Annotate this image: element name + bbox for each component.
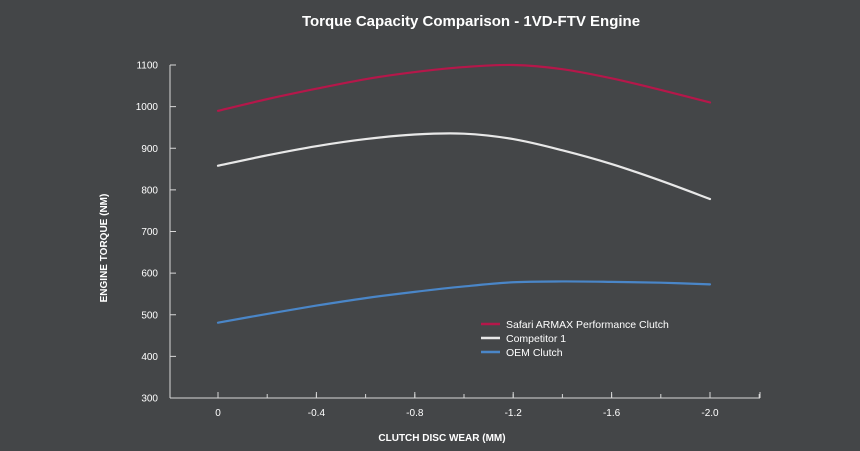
series-line-3 [216,280,712,324]
x-tick-label: -0.4 [308,408,326,419]
y-tick-label: 900 [141,144,158,155]
legend-label-2: Competitor 1 [506,333,566,345]
axes [169,65,760,399]
x-tick-label: -1.2 [505,408,523,419]
y-tick-label: 600 [141,269,158,280]
x-tick-label: 0 [215,408,221,419]
x-tick-label: -2.0 [701,408,719,419]
y-tick-label: 700 [141,227,158,238]
y-tick-label: 500 [141,310,158,321]
y-tick-label: 300 [141,394,158,405]
y-tick-label: 800 [141,185,158,196]
x-tick-label: -0.8 [406,408,424,419]
legend: Safari ARMAX Performance Clutch Competito… [481,319,669,359]
y-tick-label: 400 [141,352,158,363]
y-tick-label: 1000 [136,102,159,113]
series-line-2 [216,132,712,201]
legend-label-3: OEM Clutch [506,347,563,359]
x-axis-title: CLUTCH DISC WEAR (MM) [378,433,505,444]
y-axis-title: ENGINE TORQUE (NM) [99,194,110,303]
x-ticks: 0 -0.4 -0.8 -1.2 -1.6 -2.0 [215,392,761,419]
chart-title: Torque Capacity Comparison - 1VD-FTV Eng… [302,13,640,30]
series-line-1 [216,63,712,112]
series-group [216,63,712,324]
y-tick-label: 1100 [136,61,158,72]
legend-label-1: Safari ARMAX Performance Clutch [506,319,669,331]
x-tick-label: -1.6 [603,408,621,419]
y-ticks: 300 400 500 600 700 800 900 1000 1100 [136,61,176,405]
